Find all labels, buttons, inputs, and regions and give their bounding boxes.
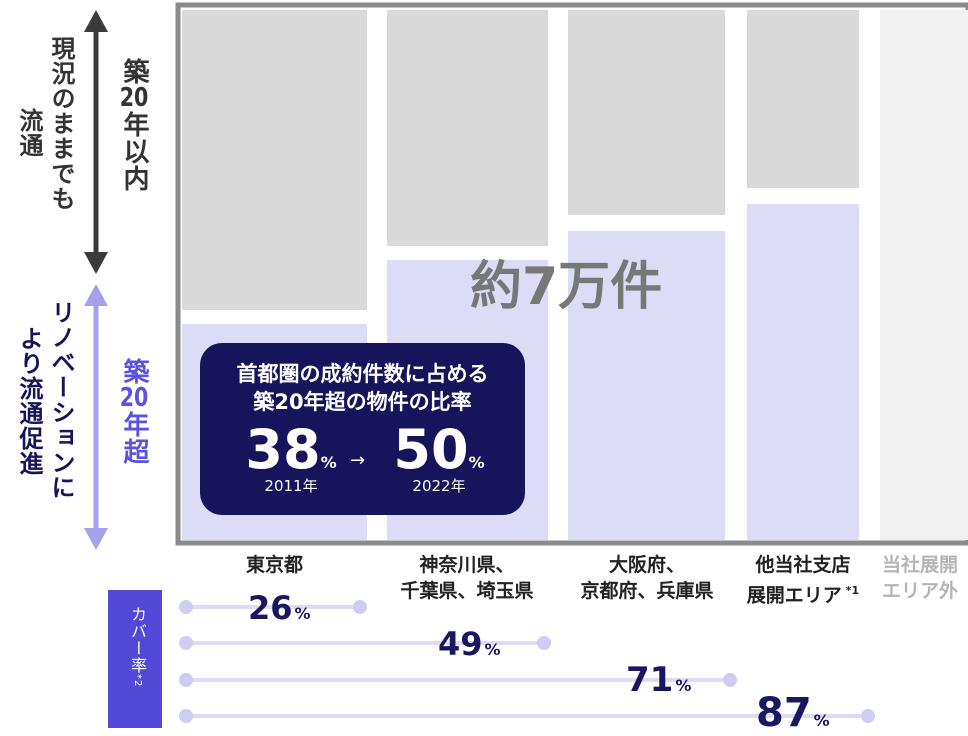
unit: % [484,640,501,659]
block-upper [568,10,725,215]
region: 神奈川県、千葉県、埼玉県 [372,552,562,604]
dot [179,600,193,614]
block-outside [880,10,968,540]
coverage-value: 26% [248,589,311,627]
lower-line: リノベーションに [47,300,75,500]
callout-arrow: → [350,450,366,471]
region: 東京都 [182,552,367,578]
note: *2 [132,674,143,688]
value: 38 [245,418,321,481]
t: カバー率 [128,606,147,674]
upper-line: 現況のままでも [47,36,75,211]
callout-box [200,343,525,515]
value: 50 [393,418,469,481]
region-line: 展開エリア *1 [735,578,871,608]
callout-from: 38% 2011年 [236,418,346,496]
coverage-lines [186,605,868,718]
unit: % [675,676,692,695]
unit: % [813,711,830,730]
block-upper [747,10,859,188]
coverage-dots [179,600,875,723]
block-lower [747,204,859,540]
upper-age: 築20年以内 [116,58,153,192]
year: 2011年 [264,477,318,495]
dot [179,709,193,723]
note: *1 [845,584,860,597]
region-line: 京都府、兵庫県 [580,580,714,602]
t: 20 [119,385,149,411]
dot [537,636,551,650]
dot [179,636,193,650]
lower-age: 築20年超 [116,358,153,465]
dot [723,673,737,687]
region-line: 東京都 [245,554,303,576]
title-line: 築20年超の物件の比率 [253,390,472,414]
t: 築 [119,358,149,385]
value: 87 [756,690,812,736]
block-lower [568,231,725,540]
coverage-label: カバー率*2 [125,606,149,687]
title-line: 首都圏の成約件数に占める [236,362,489,386]
t: 年超 [119,411,149,465]
coverage-box [108,590,162,728]
region-line: 千葉県、埼玉県 [400,580,534,602]
coverage-value: 49% [438,625,501,663]
arrow-head [84,252,108,274]
region: 大阪府、京都府、兵庫県 [558,552,736,604]
callout-title: 首都圏の成約件数に占める 築20年超の物件の比率 [200,360,525,416]
region: 他当社支店 展開エリア *1 [735,552,871,608]
dot [861,709,875,723]
dot [353,600,367,614]
value: 49 [438,625,483,663]
upper-line: 流通 [15,108,43,158]
region-line: 他当社支店 [755,554,851,576]
unit: % [294,604,311,623]
dot [179,673,193,687]
t: 年以内 [119,111,149,192]
region-line: 当社展開 [882,554,959,576]
block-upper [182,10,367,310]
unit: % [468,453,485,472]
arrow-head [84,10,108,32]
t: 展開エリア [746,584,842,607]
t: 20 [119,85,149,111]
value: 26 [248,589,293,627]
lower-line: より流通促進 [15,326,43,476]
arrow-head [84,528,108,550]
value: 71 [626,660,674,700]
unit: % [320,453,337,472]
region-line: 大阪府、 [608,554,685,576]
center-label: 約7万件 [470,257,663,317]
region-line: 神奈川県、 [419,554,515,576]
block-upper [387,10,548,246]
coverage-value: 71% [626,660,691,700]
region: 当社展開 エリア外 [880,552,968,604]
callout-to: 50% 2022年 [384,418,494,496]
arrow-head [84,284,108,306]
t: 築 [119,58,149,85]
region-line: エリア外 [882,580,959,602]
year: 2022年 [412,477,466,495]
coverage-value: 87% [756,690,830,736]
